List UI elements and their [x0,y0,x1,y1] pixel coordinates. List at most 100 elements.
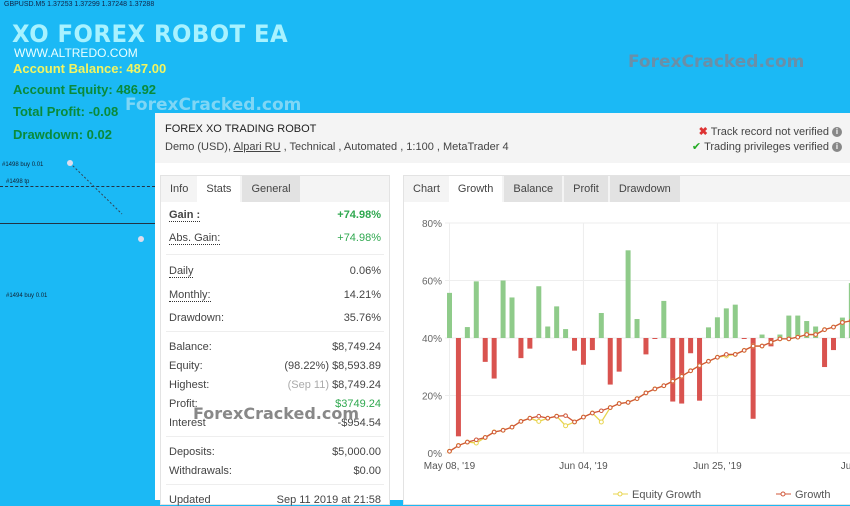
tab-growth[interactable]: Growth [449,176,502,202]
updated-label: Updated [169,494,211,506]
growth-point [644,391,648,395]
daily-bar [724,308,729,338]
abs-gain-value: +74.98% [337,232,381,245]
growth-point [725,353,729,357]
daily-bar [501,281,506,339]
daily-value: 0.06% [350,265,381,278]
daily-bar [697,338,702,401]
gain-label[interactable]: Gain : [169,209,200,222]
tab-balance[interactable]: Balance [504,176,562,202]
deposits-value: $5,000.00 [332,446,381,458]
daily-bar [474,281,479,338]
x-tick-label: Jun 04, '19 [559,461,608,472]
tab-chart[interactable]: Chart [404,176,449,202]
x-tick-label: Jul 1 [841,461,850,472]
equity-growth-point [564,424,568,428]
growth-point [608,406,612,410]
daily-bar [492,338,497,379]
growth-point [519,420,523,424]
growth-point [671,379,675,383]
growth-point [617,402,621,406]
growth-point [680,374,684,378]
growth-point [832,325,836,329]
watermark: ForexCracked.com [125,95,301,115]
growth-point [778,337,782,341]
growth-point [591,411,595,415]
growth-point [528,416,532,420]
daily-label[interactable]: Daily [169,265,193,278]
daily-bar [510,297,515,338]
info-icon[interactable]: i [832,127,842,137]
growth-point [573,420,577,424]
y-tick-label: 20% [422,392,442,403]
daily-bar [563,329,568,338]
gain-value: +74.98% [337,209,381,222]
growth-point [662,384,666,388]
growth-point [448,449,452,453]
growth-point [510,425,514,429]
account-balance: Account Balance: 487.00 [13,61,166,76]
daily-bar [688,338,693,353]
daily-bar [599,313,604,338]
broker-link[interactable]: Alpari RU [233,141,280,153]
growth-point [841,321,845,325]
daily-bar [483,338,488,362]
growth-point [582,415,586,419]
growth-point [537,414,541,418]
daily-bar [679,338,684,404]
withdrawals-value: $0.00 [353,465,381,477]
daily-bar [518,338,523,358]
daily-bar [581,338,586,365]
ea-title: XO FOREX ROBOT EA [12,20,288,48]
daily-bar [536,286,541,338]
daily-bar [447,293,452,338]
tab-drawdown[interactable]: Drawdown [610,176,680,202]
daily-bar [626,250,631,338]
y-tick-label: 40% [422,334,442,345]
daily-bar [652,338,657,339]
growth-point [635,397,639,401]
info-icon[interactable]: i [832,142,842,152]
highest-value: $8,749.24 [332,379,381,391]
growth-point [733,353,737,357]
daily-bar [554,306,559,338]
daily-bar [822,338,827,367]
daily-bar [751,338,756,419]
growth-point [823,328,827,332]
tab-info[interactable]: Info [161,176,197,202]
check-icon: ✔ [692,140,701,153]
daily-bar [635,319,640,338]
growth-point [716,355,720,359]
daily-bar [527,338,532,349]
tab-profit[interactable]: Profit [564,176,608,202]
account-details: Demo (USD), Alpari RU , Technical , Auto… [165,141,509,153]
equity-value: $8,593.89 [332,360,381,372]
equity-growth-point [537,419,541,423]
balance-value: $8,749.24 [332,341,381,353]
account-header: FOREX XO TRADING ROBOT Demo (USD), Alpar… [155,113,850,163]
tab-stats[interactable]: Stats [197,176,240,202]
growth-point [474,438,478,442]
drawdown-label: Drawdown: [169,312,224,324]
daily-bar [786,316,791,338]
growth-point [466,440,470,444]
growth-point [689,369,693,373]
cross-icon: ✖ [699,125,708,138]
monthly-value: 14.21% [344,289,381,302]
daily-bar [670,338,675,402]
growth-point [796,335,800,339]
watermark: ForexCracked.com [628,52,804,72]
daily-bar [795,316,800,338]
monthly-label[interactable]: Monthly: [169,289,211,302]
growth-point [501,428,505,432]
daily-bar [545,327,550,339]
abs-gain-label[interactable]: Abs. Gain: [169,232,220,245]
drawdown-value: 35.76% [344,312,381,324]
daily-bar [456,338,461,436]
growth-point [483,436,487,440]
daily-bar [760,335,765,338]
system-title: FOREX XO TRADING ROBOT [165,123,316,135]
y-tick-label: 80% [422,219,442,230]
tab-general[interactable]: General [242,176,299,202]
